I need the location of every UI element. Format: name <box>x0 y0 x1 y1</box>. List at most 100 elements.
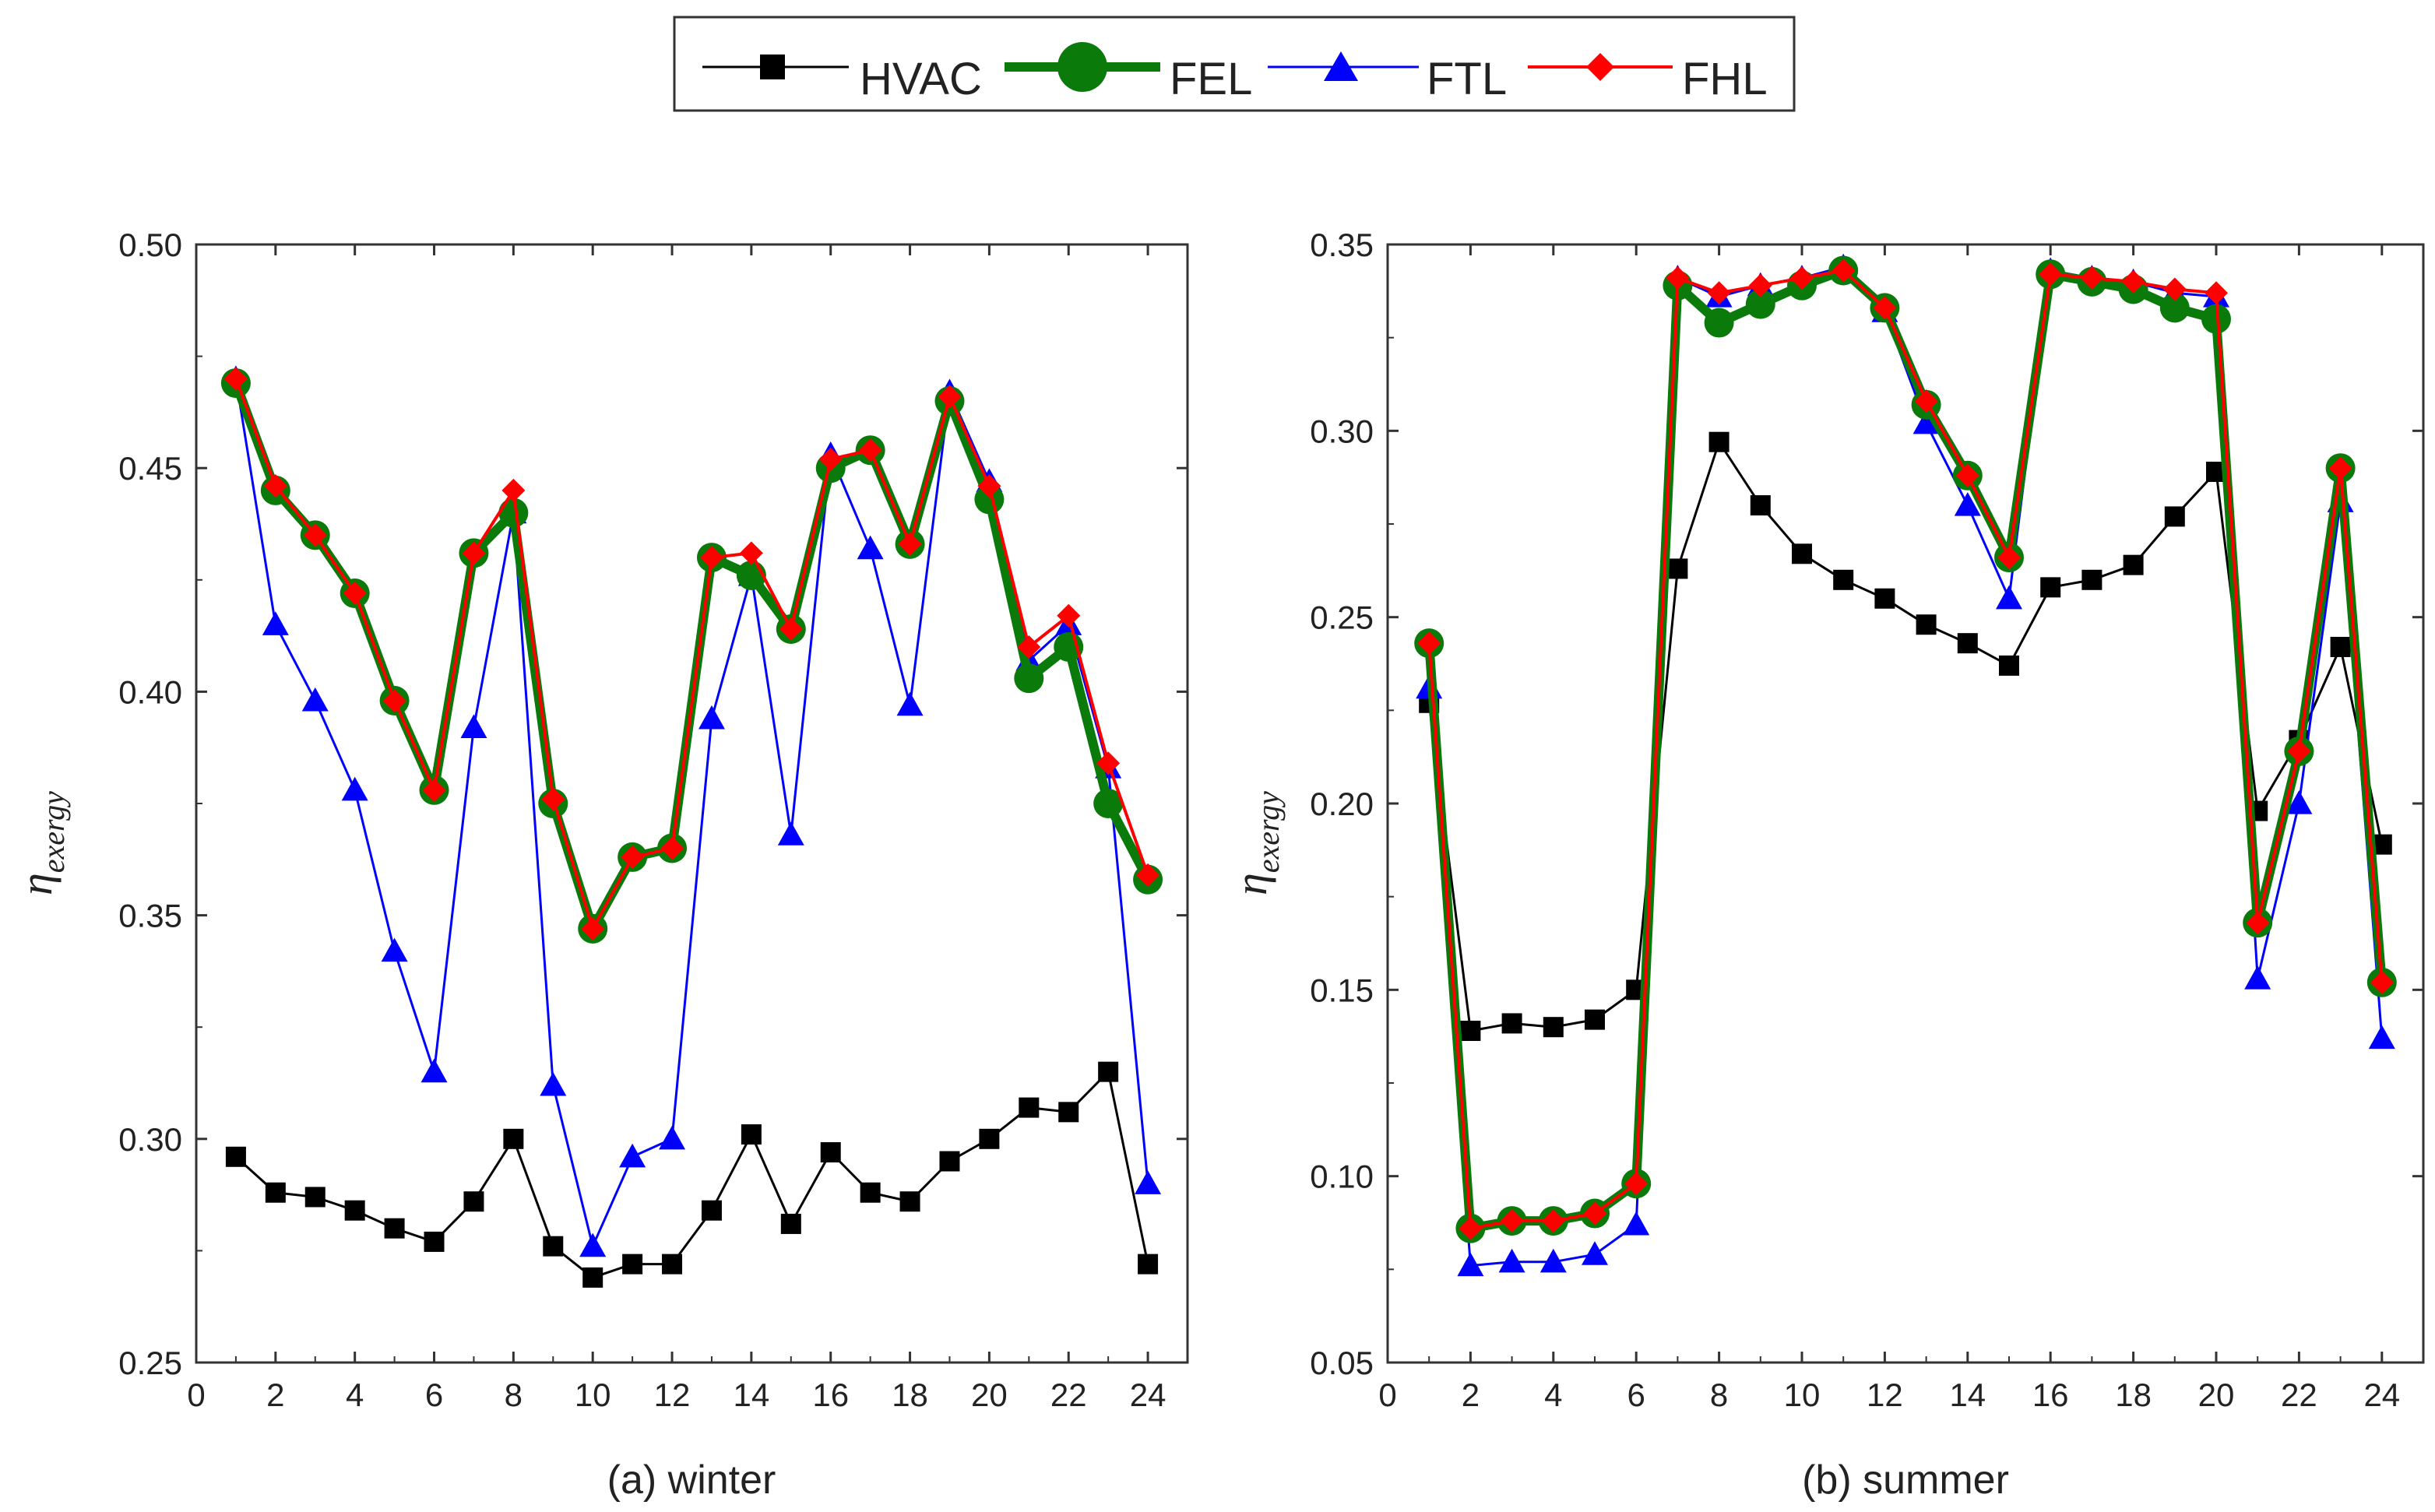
point-winter-hvac-5 <box>384 1218 405 1239</box>
x-tick-label-summer-24: 24 <box>2363 1377 2400 1413</box>
series-line-winter-hvac <box>234 1071 1149 1279</box>
point-winter-ftl-9 <box>540 1071 567 1096</box>
point-winter-fhl-3 <box>303 523 327 547</box>
series-group-summer <box>1414 253 2397 1277</box>
x-tick-label-winter-22: 22 <box>1050 1377 1087 1413</box>
point-winter-ftl-6 <box>420 1058 448 1083</box>
x-tick-label-summer-12: 12 <box>1867 1377 1903 1413</box>
point-winter-fhl-15 <box>779 617 803 641</box>
point-summer-fhl-17 <box>2080 266 2104 290</box>
series-summer-hvac <box>1419 431 2392 1041</box>
plot-frame-summer <box>1386 243 2425 1364</box>
series-line-summer-ftl <box>1427 265 2384 1267</box>
point-winter-ftl-2 <box>262 611 289 635</box>
series-winter-ftl <box>222 365 1162 1257</box>
point-summer-hvac-12 <box>1874 588 1895 609</box>
legend-entry-fhl: FHL <box>1528 53 1768 104</box>
point-summer-fhl-18 <box>2121 269 2145 294</box>
point-winter-hvac-2 <box>265 1182 286 1203</box>
point-winter-hvac-22 <box>1058 1102 1079 1123</box>
point-summer-fhl-7 <box>1666 266 1690 290</box>
point-summer-ftl-22 <box>2285 790 2313 814</box>
point-winter-hvac-14 <box>741 1124 762 1145</box>
series-summer-fel <box>1414 255 2397 1243</box>
point-winter-fhl-14 <box>739 541 763 565</box>
x-tick-label-summer-14: 14 <box>1949 1377 1986 1413</box>
point-winter-fhl-8 <box>501 478 526 502</box>
y-tick-label-winter-4: 0.45 <box>118 450 182 487</box>
point-summer-fhl-13 <box>1914 389 1938 413</box>
point-winter-ftl-3 <box>301 687 329 712</box>
x-tick-label-winter-8: 8 <box>505 1377 523 1413</box>
y-tick-label-summer-5: 0.30 <box>1310 413 1374 449</box>
point-winter-hvac-3 <box>304 1187 325 1208</box>
point-winter-hvac-23 <box>1098 1061 1119 1082</box>
x-tick-label-winter-0: 0 <box>187 1377 205 1413</box>
point-winter-ftl-15 <box>777 821 804 846</box>
point-winter-hvac-15 <box>780 1213 801 1234</box>
point-winter-fhl-16 <box>818 447 843 471</box>
point-winter-hvac-16 <box>820 1142 841 1163</box>
point-summer-ftl-4 <box>1539 1248 1567 1273</box>
point-winter-fel-21 <box>1014 663 1044 694</box>
legend-label-ftl: FTL <box>1427 54 1507 104</box>
point-summer-fhl-20 <box>2205 281 2228 305</box>
point-summer-fhl-5 <box>1583 1201 1606 1225</box>
series-line-summer-fel <box>1424 265 2387 1233</box>
axis-ticks-summer: 0 2 4 6 8 10 12 14 16 18 20 22 240.050.100.150.200.2… <box>1310 227 2423 1413</box>
point-winter-hvac-1 <box>225 1146 246 1167</box>
point-summer-fhl-11 <box>1832 258 1856 283</box>
point-summer-hvac-9 <box>1750 495 1771 516</box>
point-summer-ftl-6 <box>1623 1211 1650 1236</box>
y-tick-label-winter-0: 0.25 <box>118 1345 182 1381</box>
y-tick-label-summer-4: 0.25 <box>1310 600 1374 636</box>
point-winter-fhl-2 <box>263 474 287 498</box>
point-summer-fhl-22 <box>2287 739 2311 763</box>
x-tick-label-winter-2: 2 <box>266 1377 284 1413</box>
point-winter-ftl-10 <box>579 1232 607 1257</box>
point-winter-ftl-11 <box>619 1143 646 1168</box>
point-winter-hvac-6 <box>424 1231 445 1252</box>
point-summer-fel-20 <box>2201 304 2231 334</box>
y-tick-label-winter-2: 0.35 <box>118 898 182 934</box>
point-winter-fhl-6 <box>422 778 446 802</box>
point-summer-hvac-15 <box>1999 655 2019 676</box>
point-winter-fhl-4 <box>343 582 367 606</box>
point-winter-fhl-5 <box>382 688 406 712</box>
x-tick-label-winter-6: 6 <box>425 1377 443 1413</box>
series-line-winter-fel <box>231 382 1152 934</box>
axis-ticks-winter: 0 2 4 6 8 10 12 14 16 18 20 22 240.250.300.350.400.4… <box>118 227 1188 1413</box>
point-summer-fhl-10 <box>1790 266 1814 290</box>
point-summer-fhl-9 <box>1748 273 1772 297</box>
point-summer-ftl-2 <box>1457 1252 1484 1277</box>
chart-panel-summer: 0 2 4 6 8 10 12 14 16 18 20 22 240.050.100.150.200.2… <box>1226 227 2425 1503</box>
point-winter-ftl-13 <box>698 705 725 730</box>
point-summer-hvac-23 <box>2330 636 2351 657</box>
point-summer-ftl-24 <box>2368 1025 2395 1050</box>
legend-marker-circle-icon <box>1057 42 1107 92</box>
point-summer-ftl-3 <box>1498 1248 1525 1273</box>
legend-marker-diamond-icon <box>1586 53 1614 81</box>
x-tick-label-summer-16: 16 <box>2032 1377 2069 1413</box>
chart-panel-winter: 0 2 4 6 8 10 12 14 16 18 20 22 240.250.300.350.400.4… <box>11 227 1189 1503</box>
y-axis-label-summer: ηexergy <box>1226 791 1286 895</box>
point-summer-fhl-3 <box>1500 1209 1524 1233</box>
series-line-winter-fhl <box>234 378 1149 930</box>
point-summer-ftl-14 <box>1954 492 1981 516</box>
point-winter-hvac-7 <box>463 1191 484 1212</box>
x-tick-label-summer-2: 2 <box>1462 1377 1480 1413</box>
y-tick-label-summer-3: 0.20 <box>1310 786 1374 822</box>
point-winter-ftl-12 <box>659 1125 686 1150</box>
point-winter-fel-8 <box>498 498 529 528</box>
point-winter-hvac-18 <box>899 1191 920 1212</box>
series-line-winter-ftl <box>234 378 1149 1248</box>
x-tick-label-winter-12: 12 <box>654 1377 691 1413</box>
point-winter-fel-23 <box>1093 789 1124 818</box>
point-summer-fhl-14 <box>1955 463 1979 487</box>
point-winter-fhl-20 <box>977 474 1001 498</box>
point-winter-hvac-12 <box>662 1254 683 1275</box>
series-summer-fhl <box>1417 258 2394 1240</box>
point-winter-fhl-23 <box>1096 751 1121 775</box>
point-winter-hvac-19 <box>939 1151 960 1172</box>
point-summer-fel-9 <box>1745 289 1775 319</box>
